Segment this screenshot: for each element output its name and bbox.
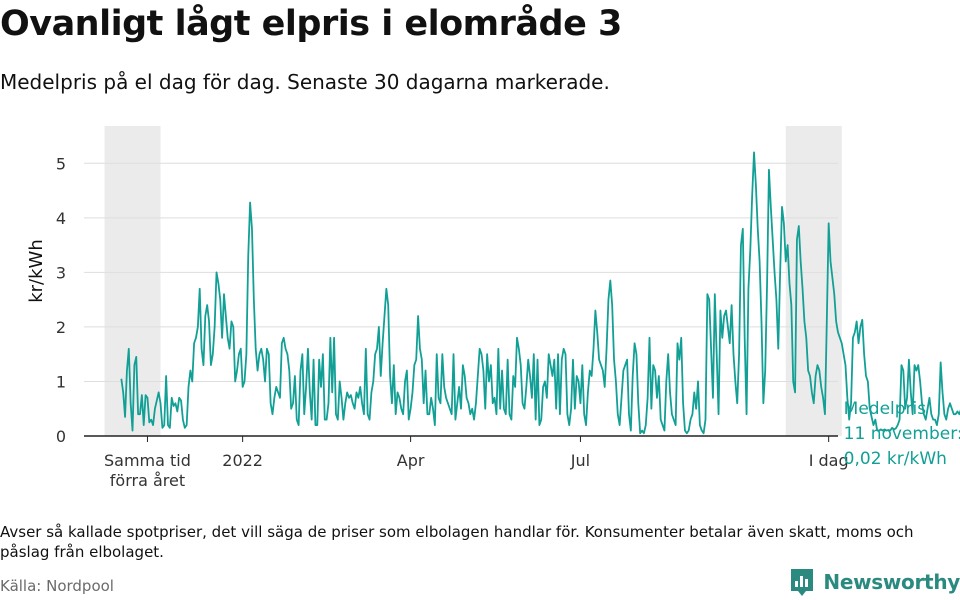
- price-series: [120, 151, 960, 435]
- annotation-line-0: Medelpris: [844, 399, 927, 419]
- x-tick-label-2: Apr: [397, 451, 425, 470]
- price-chart: 0 1 2 3 4 5 kr/kWh Samma tid förra året 2022 Apr…: [26, 126, 960, 490]
- price-line-0: [120, 151, 960, 435]
- y-tick-label-5: 5: [56, 154, 66, 173]
- price-annotation: Medelpris 11 november: 0,02 kr/kWh: [844, 399, 960, 469]
- newsworthy-logo-icon: [791, 569, 814, 596]
- brand-logo: Newsworthy: [789, 566, 960, 598]
- x-axis: Samma tid förra året 2022 Apr Jul I dag: [84, 435, 849, 490]
- x-tick-label-4: I dag: [809, 451, 849, 470]
- annotation-line-1: 11 november:: [844, 424, 960, 444]
- y-axis-title: kr/kWh: [26, 239, 47, 303]
- y-tick-labels: 0 1 2 3 4 5: [56, 154, 66, 446]
- annotation-line-2: 0,02 kr/kWh: [844, 449, 947, 469]
- y-gridlines: [84, 162, 838, 382]
- source-credit: Källa: Nordpool: [0, 577, 114, 595]
- y-tick-label-1: 1: [56, 372, 66, 391]
- y-tick-label-3: 3: [56, 263, 66, 282]
- x-tick-label-3: Jul: [570, 451, 590, 470]
- x-tick-label-1: 2022: [222, 451, 263, 470]
- y-tick-label-2: 2: [56, 318, 66, 337]
- page-title: Ovanligt lågt elpris i elområde 3: [0, 4, 622, 44]
- footnote: Avser så kallade spotpriser, det vill sä…: [0, 523, 914, 561]
- brand-name: Newsworthy: [823, 570, 960, 594]
- y-tick-label-0: 0: [56, 427, 66, 446]
- y-tick-label-4: 4: [56, 209, 66, 228]
- page-subtitle: Medelpris på el dag för dag. Senaste 30 …: [0, 70, 610, 94]
- highlight-bands: [104, 126, 842, 436]
- highlight-band-0: [104, 126, 161, 436]
- x-tick-label-0: Samma tid förra året: [104, 451, 191, 490]
